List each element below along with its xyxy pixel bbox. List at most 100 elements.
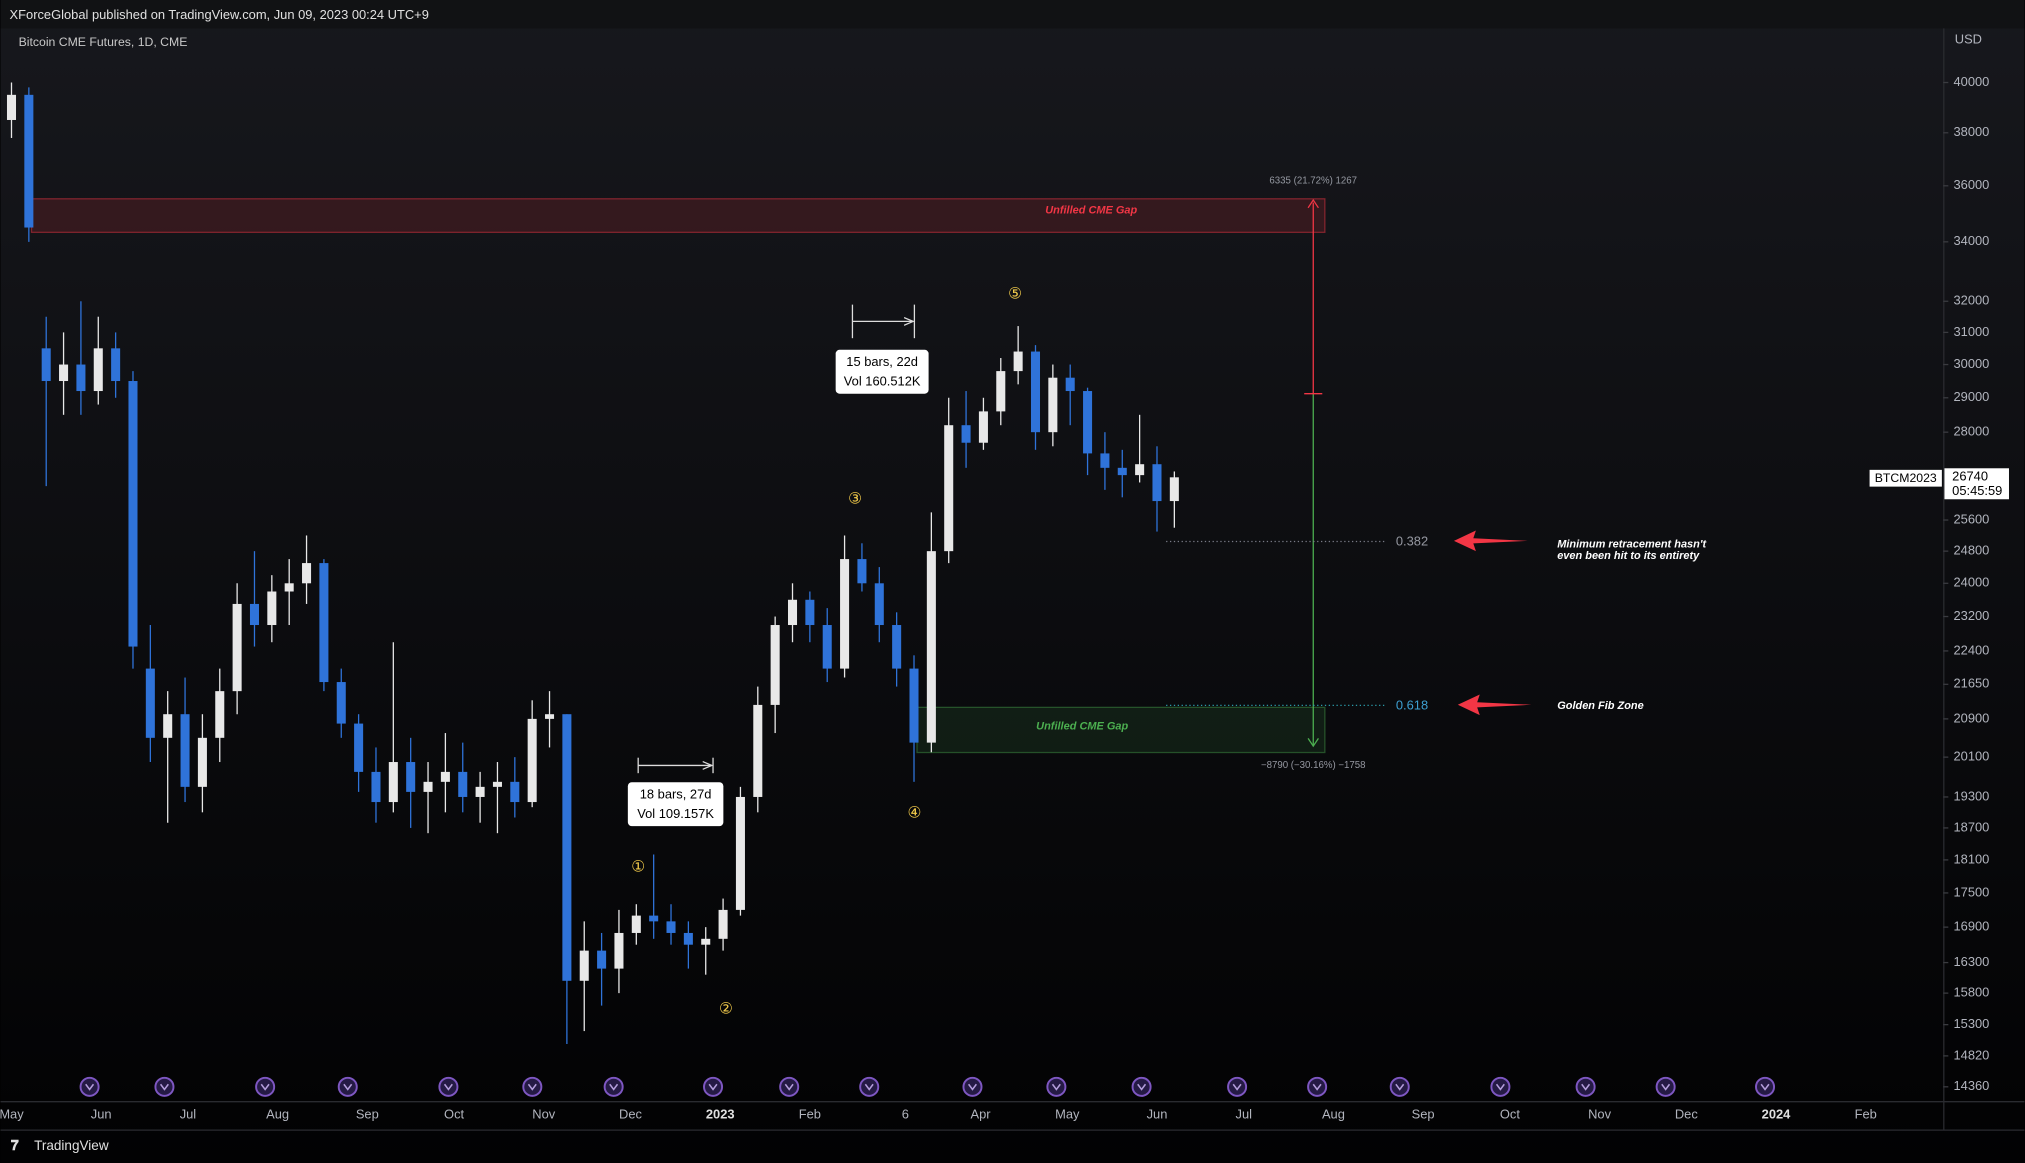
x-tick-label: Dec (1675, 1107, 1698, 1122)
candle-body (527, 718, 537, 803)
measure-bg (835, 349, 929, 394)
event-icon (1755, 1076, 1776, 1097)
y-tick-label: 16900 (1953, 919, 1989, 934)
event-icon-glyph (609, 1083, 619, 1091)
measure-vol: Vol 160.512K (844, 373, 921, 388)
event-icon-glyph (343, 1083, 353, 1091)
candle-body (666, 921, 676, 933)
candle-body (284, 583, 294, 592)
wave-label: ② (719, 1000, 733, 1017)
candle-body (336, 682, 346, 724)
candle-body (545, 714, 555, 719)
y-tick-label: 30000 (1953, 356, 1989, 371)
x-tick-label: Sep (356, 1107, 379, 1122)
candle-body (1013, 351, 1023, 372)
y-tick-label: 23200 (1953, 608, 1989, 623)
candle-body (145, 668, 155, 738)
y-tick-label: 20900 (1953, 710, 1989, 725)
y-tick-label: 36000 (1953, 177, 1989, 192)
candles (6, 82, 1179, 1045)
y-tick-label: 24800 (1953, 543, 1989, 558)
gap-box (30, 198, 1326, 233)
red-arrow (1453, 530, 1528, 552)
y-tick-label: 18700 (1953, 819, 1989, 834)
x-tick-label: Nov (1588, 1107, 1611, 1122)
event-icon (603, 1076, 624, 1097)
event-icon-glyph (85, 1083, 95, 1091)
candle-body (1083, 391, 1093, 454)
y-tick-label: 29000 (1953, 389, 1989, 404)
range-label: −8790 (−30.16%) −1758 (1261, 760, 1366, 771)
event-icon (255, 1076, 276, 1097)
x-tick-label: Feb (1855, 1107, 1877, 1122)
note: even been hit to its entirety (1557, 550, 1700, 562)
candle-body (319, 563, 329, 683)
candle-body (128, 381, 138, 647)
x-tick-label: Dec (619, 1107, 642, 1122)
event-icon-glyph (1312, 1083, 1322, 1091)
y-tick-label: 19300 (1953, 788, 1989, 803)
candle-body (1030, 351, 1041, 433)
event-icon (859, 1076, 880, 1097)
wave-label: ① (631, 859, 645, 876)
event-icon-glyph (1760, 1083, 1770, 1091)
candle-body (944, 425, 954, 552)
candle-body (440, 771, 450, 782)
y-tick-label: 32000 (1953, 293, 1989, 308)
candle-body (1117, 467, 1127, 476)
measure-bars: 18 bars, 27d (640, 787, 712, 802)
event-icon-glyph (1137, 1083, 1147, 1091)
candle-body (371, 771, 381, 803)
wave-label: ③ (848, 491, 862, 508)
range-arrow (1307, 737, 1319, 748)
candle-body (874, 583, 884, 626)
candle-body (249, 603, 259, 626)
event-icon (438, 1076, 459, 1097)
event-icon (1131, 1076, 1152, 1097)
x-tick-label: Jun (91, 1107, 112, 1122)
event-icon (1046, 1076, 1067, 1097)
event-icon-glyph (1395, 1083, 1405, 1091)
candle-body (735, 796, 745, 910)
candle-body (683, 932, 693, 945)
x-tick-label: Apr (971, 1107, 992, 1122)
event-icon (337, 1076, 358, 1097)
last-price-bg (1944, 468, 2009, 500)
candle-body (649, 915, 659, 922)
candle-body (857, 559, 867, 584)
plot: Unfilled CME Gap Unfilled CME Gap 6335 (… (30, 175, 1707, 1017)
candle-body (510, 781, 520, 803)
candle-body (892, 625, 902, 669)
candle-body (423, 781, 433, 792)
event-icon-glyph (527, 1083, 537, 1091)
candle-body (111, 348, 121, 382)
event-icon (1575, 1076, 1596, 1097)
chart-title: Bitcoin CME Futures, 1D, CME (19, 35, 188, 49)
candle-body (458, 771, 468, 797)
candle-body (388, 762, 398, 803)
candle-body (163, 714, 173, 738)
candle-body (562, 714, 572, 981)
last-price-label: 26740 (1952, 469, 1988, 484)
event-icon (522, 1076, 543, 1097)
event-icon-glyph (443, 1083, 453, 1091)
candle-body (631, 915, 641, 933)
candle-body (961, 425, 971, 443)
candle-body (822, 625, 832, 669)
y-tick-label: 31000 (1953, 324, 1989, 339)
x-tick-label: May (1055, 1107, 1080, 1122)
y-tick-label: 38000 (1953, 124, 1989, 139)
event-icon (779, 1076, 800, 1097)
event-icon (154, 1076, 175, 1097)
candle-body (41, 348, 51, 382)
candle-body (996, 371, 1006, 412)
x-tick-label: Jul (180, 1107, 196, 1122)
y-tick-label: 17500 (1953, 884, 1989, 899)
measure-bars: 15 bars, 22d (846, 354, 918, 369)
red-arrow (1457, 694, 1532, 716)
event-icon (1490, 1076, 1511, 1097)
event-icon (1227, 1076, 1248, 1097)
candle-body (1100, 453, 1110, 468)
candle-body (197, 737, 207, 787)
